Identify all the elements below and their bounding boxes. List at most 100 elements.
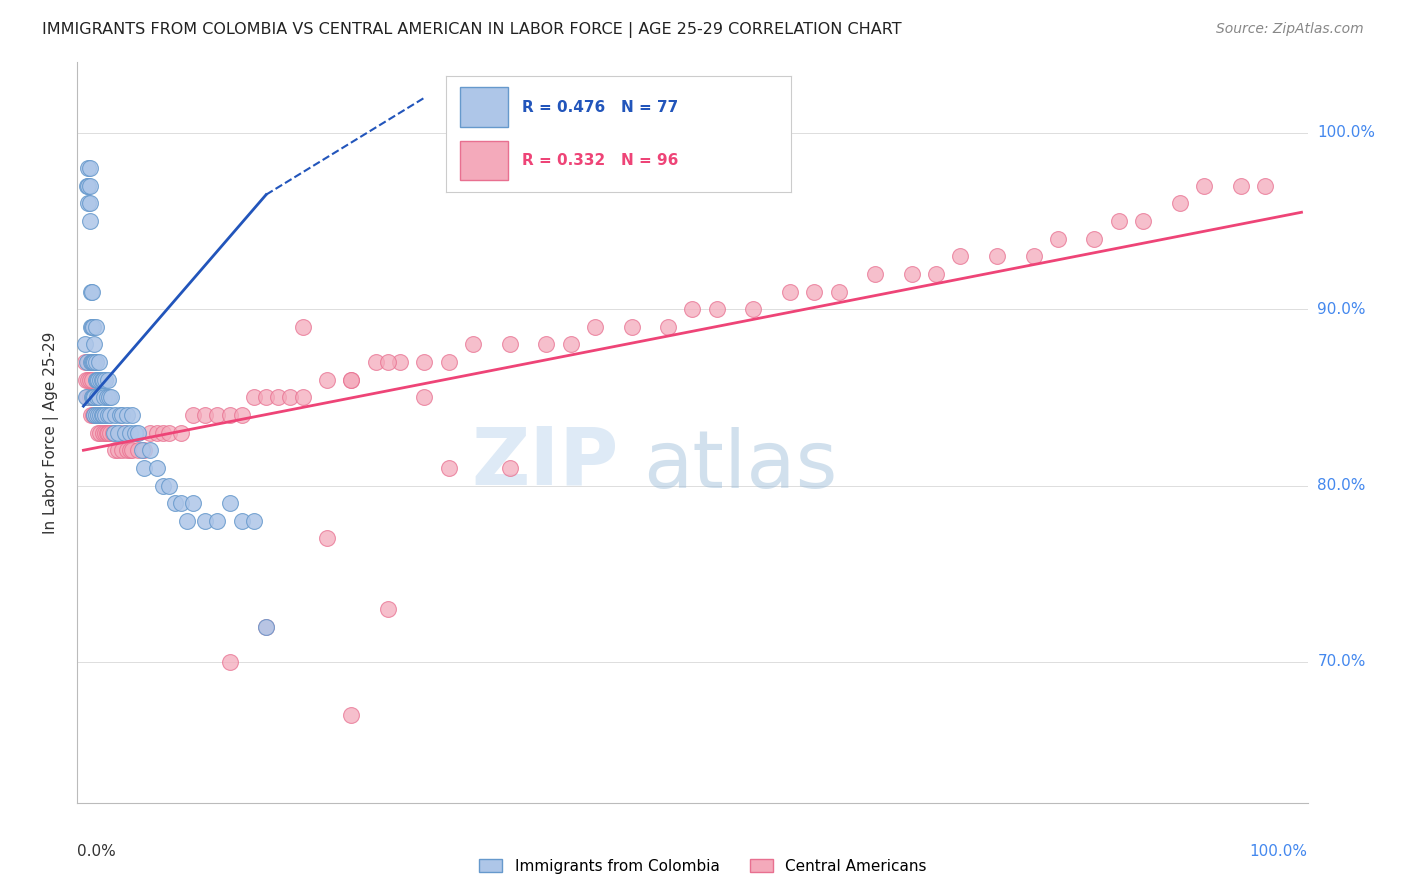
Point xyxy=(163,496,186,510)
Point xyxy=(127,443,149,458)
Point xyxy=(84,373,107,387)
Point xyxy=(779,285,801,299)
Point xyxy=(86,408,108,422)
Point xyxy=(90,373,112,387)
Point xyxy=(254,619,277,633)
Text: 70.0%: 70.0% xyxy=(1317,654,1365,669)
Point xyxy=(114,425,136,440)
Point xyxy=(1083,232,1105,246)
Point xyxy=(97,425,120,440)
Point xyxy=(900,267,922,281)
Text: IMMIGRANTS FROM COLOMBIA VS CENTRAL AMERICAN IN LABOR FORCE | AGE 25-29 CORRELAT: IMMIGRANTS FROM COLOMBIA VS CENTRAL AMER… xyxy=(42,22,901,38)
Point xyxy=(86,373,108,387)
Point xyxy=(104,408,127,422)
Point xyxy=(96,425,118,440)
Point xyxy=(657,319,679,334)
Point xyxy=(181,408,204,422)
Point xyxy=(499,461,522,475)
Text: 90.0%: 90.0% xyxy=(1317,301,1365,317)
Point xyxy=(157,478,180,492)
Point xyxy=(131,443,153,458)
Point xyxy=(121,443,143,458)
Point xyxy=(76,355,98,369)
Point xyxy=(316,532,339,546)
Point xyxy=(82,390,104,404)
Point xyxy=(79,373,101,387)
Point xyxy=(83,408,105,422)
Point xyxy=(583,319,606,334)
Point xyxy=(1192,178,1215,193)
Point xyxy=(80,285,103,299)
Point xyxy=(463,337,485,351)
Point xyxy=(73,337,96,351)
Point xyxy=(107,443,129,458)
Text: ZIP: ZIP xyxy=(471,423,619,501)
Point xyxy=(77,373,100,387)
Point xyxy=(267,390,290,404)
Point xyxy=(84,355,107,369)
Text: 100.0%: 100.0% xyxy=(1317,126,1375,140)
Point xyxy=(340,373,363,387)
Point xyxy=(316,373,339,387)
Point xyxy=(134,461,156,475)
Text: atlas: atlas xyxy=(644,427,838,505)
Point xyxy=(114,425,136,440)
Point xyxy=(80,390,103,404)
Point xyxy=(863,267,886,281)
Point xyxy=(231,514,253,528)
Point xyxy=(218,655,240,669)
Point xyxy=(93,390,115,404)
Point xyxy=(560,337,582,351)
Point xyxy=(82,408,104,422)
Point xyxy=(77,161,100,176)
Point xyxy=(94,425,117,440)
Point xyxy=(377,355,399,369)
FancyBboxPatch shape xyxy=(460,87,509,127)
Point xyxy=(207,408,229,422)
Point xyxy=(1254,178,1277,193)
Point xyxy=(111,443,134,458)
Point xyxy=(97,373,120,387)
Point xyxy=(83,390,105,404)
Point xyxy=(89,408,111,422)
Point xyxy=(97,408,120,422)
Point xyxy=(107,425,129,440)
Point xyxy=(96,390,118,404)
Point xyxy=(83,408,105,422)
Point xyxy=(377,602,399,616)
Point xyxy=(89,373,111,387)
Y-axis label: In Labor Force | Age 25-29: In Labor Force | Age 25-29 xyxy=(44,332,59,533)
Point xyxy=(124,425,146,440)
Point xyxy=(98,425,121,440)
Point xyxy=(79,178,101,193)
Point xyxy=(98,390,121,404)
Point xyxy=(291,319,314,334)
Point xyxy=(75,373,97,387)
FancyBboxPatch shape xyxy=(460,141,509,180)
Point xyxy=(218,408,240,422)
Point xyxy=(91,373,114,387)
Point xyxy=(103,425,125,440)
Point xyxy=(80,355,103,369)
Point xyxy=(87,408,110,422)
Point xyxy=(77,355,100,369)
Text: R = 0.332   N = 96: R = 0.332 N = 96 xyxy=(522,153,679,168)
Point xyxy=(79,214,101,228)
Point xyxy=(620,319,643,334)
Point xyxy=(254,390,277,404)
Point xyxy=(89,390,111,404)
Point xyxy=(280,390,302,404)
Point xyxy=(111,408,134,422)
Point xyxy=(925,267,948,281)
Point xyxy=(89,408,111,422)
Point xyxy=(80,390,103,404)
Point xyxy=(98,408,121,422)
Point xyxy=(742,302,765,317)
Point xyxy=(79,161,101,176)
Point xyxy=(90,408,112,422)
Point xyxy=(79,390,101,404)
Point xyxy=(499,337,522,351)
Point xyxy=(82,319,104,334)
Point xyxy=(340,373,363,387)
Point xyxy=(121,408,143,422)
